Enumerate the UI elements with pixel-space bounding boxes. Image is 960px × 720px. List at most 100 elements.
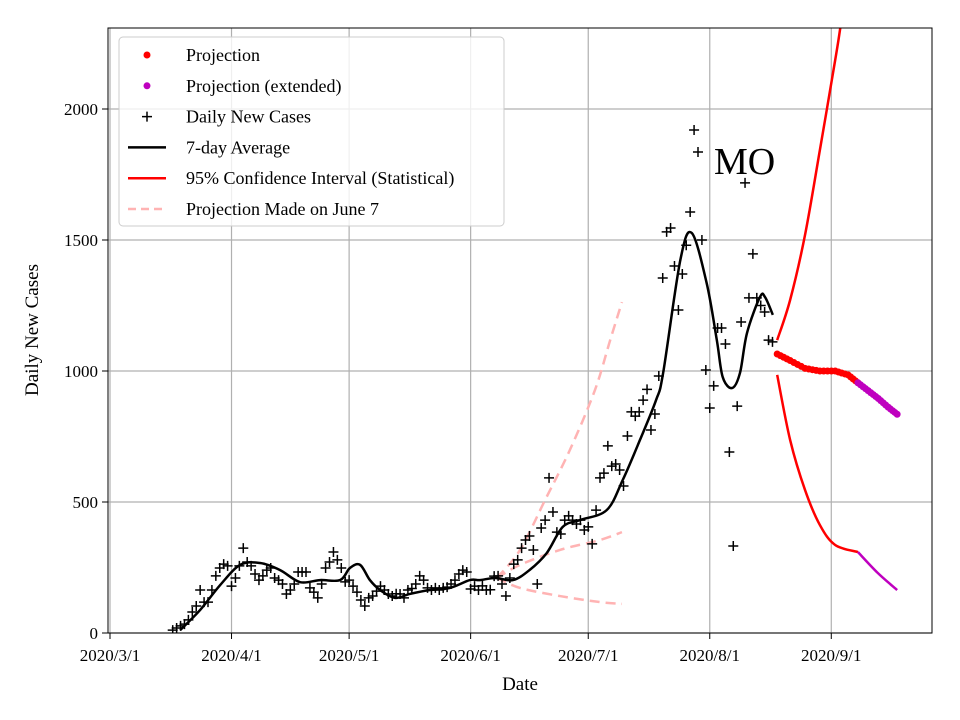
daily-case-marker bbox=[191, 601, 202, 612]
daily-case-marker bbox=[598, 468, 609, 479]
daily-case-marker bbox=[716, 323, 727, 334]
y-axis-label: Daily New Cases bbox=[22, 264, 43, 396]
daily-case-marker bbox=[344, 575, 355, 586]
x-tick-label: 2020/5/1 bbox=[319, 646, 379, 665]
daily-case-marker bbox=[195, 585, 206, 596]
daily-case-marker bbox=[685, 206, 696, 217]
x-tick-label: 2020/7/1 bbox=[558, 646, 618, 665]
daily-case-marker bbox=[348, 581, 359, 592]
daily-case-marker bbox=[528, 544, 539, 555]
daily-case-marker bbox=[512, 554, 523, 565]
legend-box bbox=[118, 36, 505, 227]
daily-case-marker bbox=[591, 505, 602, 516]
daily-case-marker bbox=[689, 124, 700, 135]
daily-case-marker bbox=[328, 547, 339, 558]
daily-case-marker bbox=[669, 260, 680, 271]
daily-case-marker bbox=[320, 563, 331, 574]
legend: Projection Projection (extended) Daily New… bbox=[118, 36, 505, 227]
daily-case-marker bbox=[720, 339, 731, 350]
daily-case-marker bbox=[536, 522, 547, 533]
daily-case-marker bbox=[724, 446, 735, 457]
daily-case-marker bbox=[516, 543, 527, 554]
x-tick-label: 2020/3/1 bbox=[80, 646, 140, 665]
daily-case-marker bbox=[524, 531, 535, 542]
daily-case-marker bbox=[547, 506, 558, 517]
y-tick-label: 0 bbox=[90, 624, 99, 643]
daily-case-marker bbox=[622, 430, 633, 441]
daily-case-marker bbox=[657, 272, 668, 283]
daily-case-marker bbox=[410, 579, 421, 590]
daily-case-marker bbox=[355, 594, 366, 605]
ci-upper-line bbox=[775, 28, 842, 341]
legend-label: Projection bbox=[186, 45, 260, 65]
june7-projection-upper bbox=[495, 301, 624, 579]
daily-case-marker bbox=[708, 380, 719, 391]
x-tick-label: 2020/4/1 bbox=[201, 646, 261, 665]
daily-case-marker bbox=[732, 401, 743, 412]
daily-case-marker bbox=[665, 222, 676, 233]
june7-projection-lower bbox=[496, 576, 623, 606]
daily-case-marker bbox=[485, 584, 496, 595]
daily-case-marker bbox=[728, 541, 739, 552]
legend-label: Projection (extended) bbox=[186, 76, 341, 97]
legend-dot-icon bbox=[143, 51, 151, 59]
daily-case-marker bbox=[693, 146, 703, 157]
daily-case-marker bbox=[418, 575, 429, 586]
daily-case-marker bbox=[704, 402, 715, 413]
ci-lower-line bbox=[775, 374, 859, 554]
daily-case-marker bbox=[634, 406, 645, 417]
daily-case-marker bbox=[645, 424, 656, 435]
daily-case-marker bbox=[308, 587, 319, 598]
daily-case-marker bbox=[461, 566, 472, 577]
daily-case-marker bbox=[301, 566, 311, 577]
daily-case-marker bbox=[759, 307, 770, 318]
legend-dot-icon bbox=[143, 82, 151, 90]
daily-case-marker bbox=[696, 235, 707, 245]
daily-case-marker bbox=[497, 579, 507, 590]
daily-case-marker bbox=[312, 592, 323, 603]
daily-case-marker bbox=[238, 543, 249, 554]
daily-case-marker bbox=[210, 570, 221, 581]
daily-case-marker bbox=[336, 563, 347, 574]
daily-case-marker bbox=[700, 364, 711, 375]
daily-case-marker bbox=[587, 538, 598, 549]
daily-case-marker bbox=[673, 304, 684, 315]
legend-label: Projection Made on June 7 bbox=[186, 199, 379, 219]
daily-case-marker bbox=[257, 570, 268, 581]
daily-case-marker bbox=[250, 569, 261, 580]
daily-case-marker bbox=[638, 395, 649, 406]
daily-case-marker bbox=[583, 521, 594, 532]
ticks: 2020/3/1 2020/4/1 2020/5/1 2020/6/1 2020/7/1… bbox=[64, 100, 862, 665]
daily-case-marker bbox=[285, 585, 296, 596]
daily-case-marker bbox=[544, 472, 555, 483]
daily-case-marker bbox=[614, 465, 625, 476]
daily-case-marker bbox=[187, 607, 198, 618]
daily-case-marker bbox=[642, 384, 653, 395]
daily-case-marker bbox=[230, 572, 241, 583]
x-tick-label: 2020/6/1 bbox=[440, 646, 500, 665]
legend-label: 95% Confidence Interval (Statistical) bbox=[186, 168, 454, 189]
y-tick-label: 500 bbox=[73, 493, 99, 512]
annotation-label: MO bbox=[714, 141, 775, 183]
legend-label: 7-day Average bbox=[186, 137, 290, 157]
plot-frame bbox=[107, 27, 933, 634]
y-tick-label: 1500 bbox=[64, 231, 98, 250]
daily-case-marker bbox=[740, 177, 751, 188]
daily-case-marker bbox=[747, 248, 758, 259]
y-tick-label: 2000 bbox=[64, 100, 98, 119]
daily-case-marker bbox=[610, 459, 621, 470]
daily-case-marker bbox=[222, 560, 233, 571]
daily-case-marker bbox=[602, 440, 613, 451]
daily-case-marker bbox=[449, 575, 460, 586]
x-tick-label: 2020/8/1 bbox=[680, 646, 740, 665]
daily-case-marker bbox=[540, 515, 551, 526]
y-tick-label: 1000 bbox=[64, 362, 98, 381]
daily-case-marker bbox=[226, 581, 237, 592]
legend-label: Daily New Cases bbox=[186, 107, 311, 127]
daily-case-marker bbox=[736, 317, 747, 328]
daily-case-marker bbox=[767, 336, 778, 347]
daily-case-marker bbox=[324, 556, 335, 567]
seven-day-average-line bbox=[179, 230, 775, 631]
daily-case-marker bbox=[500, 591, 511, 602]
